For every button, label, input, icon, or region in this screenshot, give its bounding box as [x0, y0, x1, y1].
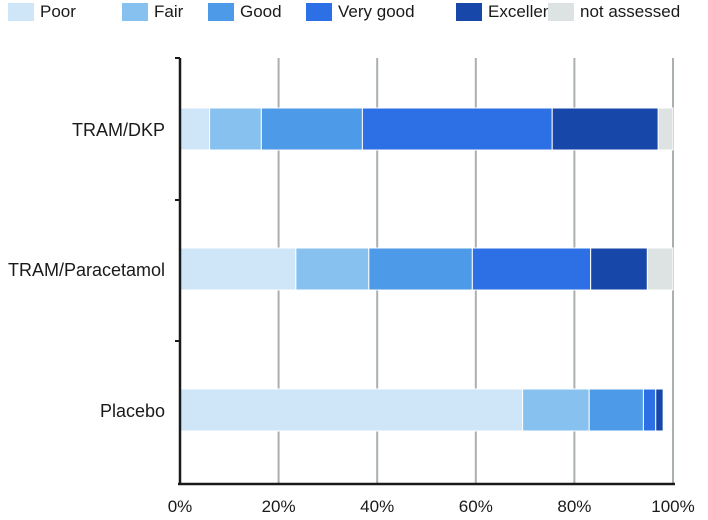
category-label-tram-paracetamol: TRAM/Paracetamol: [8, 260, 165, 280]
legend-item-fair: Fair: [122, 0, 183, 24]
legend-label: Good: [240, 2, 282, 21]
x-tick-label-80pct: 80%: [557, 497, 591, 516]
legend-label: Poor: [40, 2, 76, 21]
bar-placebo-excellent: [655, 388, 664, 432]
legend-label: Excellent: [488, 2, 557, 21]
chart-legend: Poor Fair Good Very good Excellent not assess…: [0, 0, 708, 26]
bar-tram-paracetamol-fair: [295, 247, 370, 291]
bar-tram-paracetamol-poor: [179, 247, 297, 291]
legend-label: not assessed: [580, 2, 681, 21]
legend-item-good: Good: [208, 0, 282, 24]
legend-swatch: [8, 3, 34, 21]
x-tick-label-0pct: 0%: [168, 497, 193, 516]
bar-tram-paracetamol-good: [368, 247, 473, 291]
bar-placebo-very-good: [642, 388, 657, 432]
bar-tram-paracetamol-not-assessed: [646, 247, 674, 291]
category-label-placebo: Placebo: [100, 401, 165, 421]
bar-tram-dkp-poor: [179, 107, 211, 151]
bar-tram-dkp-excellent: [551, 107, 659, 151]
legend-item-not-assessed: not assessed: [548, 0, 680, 24]
bar-tram-paracetamol-very-good: [471, 247, 592, 291]
legend-swatch: [456, 3, 482, 21]
labels: TRAM/DKP TRAM/Paracetamol Placebo 0% 20% 40% 6…: [8, 120, 695, 516]
bar-tram-dkp-good: [260, 107, 363, 151]
bars: [179, 107, 674, 432]
category-label-tram-dkp: TRAM/DKP: [72, 120, 165, 140]
bar-tram-dkp-not-assessed: [657, 107, 674, 151]
legend-swatch: [208, 3, 234, 21]
bar-tram-dkp-fair: [209, 107, 262, 151]
x-tick-label-20pct: 20%: [262, 497, 296, 516]
axes: [175, 57, 675, 486]
legend-swatch: [548, 3, 574, 21]
legend-item-excellent: Excellent: [456, 0, 557, 24]
legend-item-very-good: Very good: [306, 0, 415, 24]
legend-swatch: [306, 3, 332, 21]
bar-placebo-fair: [522, 388, 590, 432]
x-tick-label-100pct: 100%: [651, 497, 694, 516]
bar-placebo-poor: [179, 388, 524, 432]
legend-label: Fair: [154, 2, 184, 21]
x-tick-label-40pct: 40%: [360, 497, 394, 516]
bar-placebo-good: [588, 388, 644, 432]
legend-swatch: [122, 3, 148, 21]
bar-tram-dkp-very-good: [361, 107, 553, 151]
bar-tram-paracetamol-excellent: [590, 247, 648, 291]
x-tick-label-60pct: 60%: [459, 497, 493, 516]
legend-label: Very good: [338, 2, 415, 21]
legend-item-poor: Poor: [8, 0, 76, 24]
